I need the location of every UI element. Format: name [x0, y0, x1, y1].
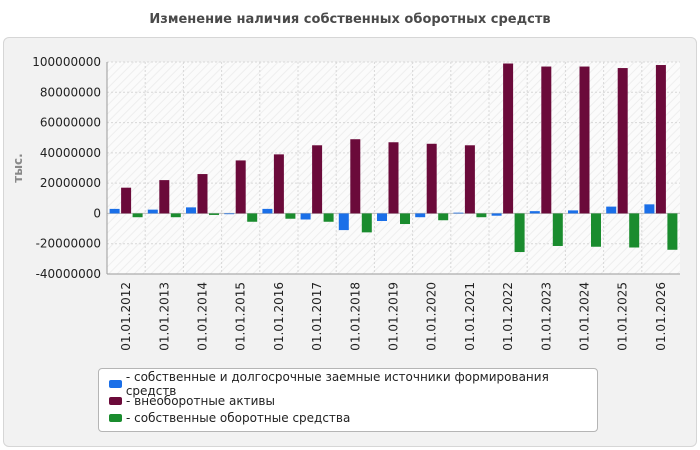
- legend-label-noncurrent: - внеоборотные активы: [126, 393, 275, 408]
- bar-series-3: [629, 213, 640, 248]
- bar-series-3: [667, 213, 678, 250]
- bar-series-3: [438, 213, 449, 221]
- y-tick-label: 60000000: [40, 116, 101, 130]
- bar-series-1: [224, 213, 235, 215]
- bar-series-3: [247, 213, 258, 222]
- bar-series-2: [159, 180, 170, 214]
- bar-series-3: [591, 213, 601, 247]
- bar-series-1: [147, 209, 158, 214]
- bar-series-1: [491, 213, 502, 216]
- bar-series-3: [285, 213, 296, 219]
- bar-series-2: [350, 139, 361, 214]
- bar-series-1: [606, 206, 617, 214]
- bar-series-3: [209, 213, 219, 215]
- legend-item-noncurrent: - внеоборотные активы: [109, 392, 597, 409]
- bar-series-3: [476, 213, 487, 218]
- bar-series-1: [415, 213, 426, 218]
- chart-title: Изменение наличия собственных оборотных …: [149, 12, 551, 27]
- bar-series-3: [400, 213, 410, 225]
- y-tick-label: 40000000: [40, 146, 101, 160]
- bar-series-2: [426, 143, 437, 214]
- x-tick-label: 01.01.2012: [119, 282, 133, 351]
- bar-series-1: [529, 211, 540, 214]
- x-tick-label: 01.01.2020: [425, 282, 439, 351]
- legend-swatch-working-capital: [109, 413, 122, 422]
- x-tick-label: 01.01.2025: [616, 282, 630, 351]
- x-tick-label: 01.01.2019: [387, 282, 401, 351]
- x-tick-label: 01.01.2023: [539, 282, 553, 351]
- x-tick-label: 01.01.2024: [578, 282, 592, 351]
- legend-label-sources: - собственные и долгосрочные заемные ист…: [125, 369, 549, 398]
- x-tick-label: 01.01.2017: [310, 282, 324, 351]
- bar-series-2: [197, 174, 208, 214]
- bar-series-2: [273, 154, 284, 214]
- bar-series-2: [312, 145, 323, 214]
- bar-series-2: [235, 160, 246, 214]
- bar-series-3: [552, 213, 563, 246]
- y-tick-label: -20000000: [36, 237, 101, 251]
- bar-series-1: [377, 213, 387, 221]
- chart-legend: - собственные и долгосрочные заемные ист…: [98, 368, 598, 432]
- y-tick-label: 20000000: [40, 176, 101, 190]
- bar-series-2: [655, 65, 666, 214]
- bar-series-3: [323, 213, 334, 222]
- legend-label-working-capital: - собственные оборотные средства: [126, 410, 351, 425]
- legend-item-working-capital: - собственные оборотные средства: [109, 409, 597, 426]
- x-tick-label: 01.01.2018: [348, 282, 362, 351]
- x-tick-label: 01.01.2014: [196, 282, 210, 351]
- bar-series-3: [132, 213, 143, 218]
- y-tick-label: -40000000: [36, 267, 101, 281]
- y-tick-label: 100000000: [32, 55, 101, 69]
- x-tick-label: 01.01.2013: [157, 282, 171, 351]
- y-tick-label: 80000000: [40, 85, 101, 99]
- bar-series-2: [388, 142, 399, 214]
- bar-series-2: [541, 66, 552, 214]
- bar-series-1: [453, 212, 464, 214]
- bar-series-1: [262, 208, 273, 214]
- bar-series-2: [579, 66, 590, 214]
- bar-series-1: [644, 204, 655, 214]
- y-axis-label: тыс.: [11, 153, 25, 182]
- legend-item-sources: - собственные и долгосрочные заемные ист…: [109, 370, 597, 398]
- bar-series-1: [186, 207, 196, 214]
- x-tick-label: 01.01.2021: [463, 282, 477, 351]
- legend-swatch-noncurrent: [109, 396, 122, 405]
- bar-series-2: [617, 68, 628, 214]
- x-tick-label: 01.01.2026: [654, 282, 668, 351]
- bar-series-2: [464, 145, 475, 214]
- x-tick-label: 01.01.2022: [501, 282, 515, 351]
- bar-series-1: [568, 210, 578, 214]
- legend-swatch-sources: [109, 379, 122, 388]
- bar-series-1: [338, 213, 349, 231]
- bar-series-1: [300, 213, 311, 220]
- bar-series-3: [170, 213, 181, 218]
- y-tick-label: 0: [93, 206, 101, 220]
- x-tick-label: 01.01.2015: [234, 282, 248, 351]
- bar-series-3: [514, 213, 525, 253]
- bar-series-2: [121, 187, 132, 214]
- x-tick-label: 01.01.2016: [272, 282, 286, 351]
- bar-series-2: [503, 63, 514, 214]
- bar-series-3: [361, 213, 372, 233]
- bar-series-1: [109, 208, 120, 214]
